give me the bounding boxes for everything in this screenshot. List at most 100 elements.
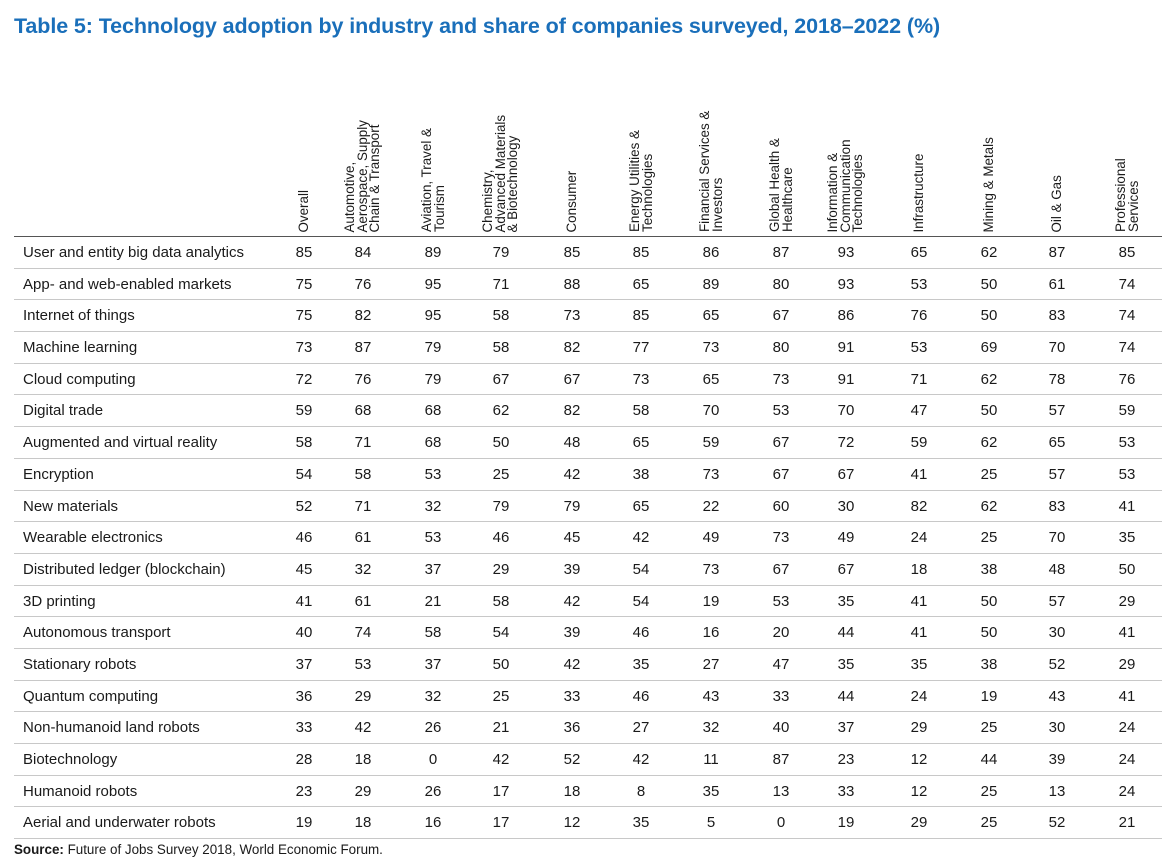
column-header-line: Healthcare [779, 167, 794, 232]
table-row: Quantum computing 36 29 32 25 33 46 43 33 44 24 19 4… [14, 681, 1162, 713]
value-cell: 93 [837, 244, 855, 261]
value-cell: 41 [910, 624, 928, 642]
value-cell: 73 [702, 339, 720, 357]
column-header-line: Overall [295, 189, 311, 232]
column-header: Professional Services [1113, 68, 1141, 232]
value-cell: 13 [1048, 782, 1066, 800]
value-cell: 67 [772, 307, 790, 325]
table-row: Wearable electronics 46 61 53 46 45 42 49 73 49 24… [14, 522, 1162, 554]
value-cell: 21 [492, 719, 510, 737]
value-cell: 46 [492, 529, 510, 547]
value-cell: 71 [354, 497, 372, 515]
value-cell: 67 [492, 370, 510, 388]
value-cell: 38 [632, 465, 650, 483]
value-cell: 36 [295, 687, 313, 705]
value-cell: 26 [424, 782, 442, 800]
value-cell: 18 [354, 814, 372, 832]
column-header: Global Health & Healthcare [767, 68, 795, 232]
value-cell: 57 [1048, 592, 1066, 610]
column-header-line: Investors [709, 177, 724, 232]
value-cell: 41 [1118, 497, 1136, 515]
value-cell: 17 [492, 782, 510, 800]
value-cell: 49 [837, 529, 855, 547]
value-cell: 71 [492, 275, 510, 293]
value-cell: 53 [1118, 465, 1136, 483]
row-label: Cloud computing [23, 370, 136, 388]
row-label: Aerial and underwater robots [23, 814, 216, 832]
table-row: Biotechnology 28 18 0 42 52 42 11 87 23 12 44 39 24 [14, 744, 1162, 776]
value-cell: 29 [354, 687, 372, 705]
value-cell: 53 [1118, 434, 1136, 452]
value-cell: 12 [910, 751, 928, 768]
value-cell: 67 [563, 370, 581, 388]
value-cell: 59 [295, 402, 313, 420]
value-cell: 58 [424, 624, 442, 642]
value-cell: 65 [632, 497, 650, 515]
value-cell: 29 [1118, 592, 1136, 610]
value-cell: 78 [1048, 370, 1066, 388]
value-cell: 50 [980, 624, 998, 642]
value-cell: 60 [772, 497, 790, 515]
column-header: Financial Services & Investors [697, 68, 725, 232]
row-label: 3D printing [23, 592, 96, 610]
value-cell: 24 [1118, 782, 1136, 800]
value-cell: 44 [837, 687, 855, 705]
value-cell: 73 [702, 560, 720, 578]
value-cell: 35 [1118, 529, 1136, 547]
value-cell: 54 [295, 465, 313, 483]
value-cell: 59 [702, 434, 720, 452]
column-header-line: Technologies [639, 153, 654, 232]
value-cell: 73 [702, 465, 720, 483]
column-header-line: Oil & Gas [1048, 174, 1064, 232]
value-cell: 73 [772, 529, 790, 547]
value-cell: 82 [910, 497, 928, 515]
value-cell: 52 [1048, 655, 1066, 673]
value-cell: 48 [1048, 560, 1066, 578]
value-cell: 19 [295, 814, 313, 832]
value-cell: 83 [1048, 497, 1066, 515]
value-cell: 86 [837, 307, 855, 325]
value-cell: 49 [702, 529, 720, 547]
table-row: 3D printing 41 61 21 58 42 54 19 53 35 41 50 57 29 [14, 586, 1162, 618]
value-cell: 65 [632, 275, 650, 293]
value-cell: 43 [1048, 687, 1066, 705]
row-label: Non-humanoid land robots [23, 719, 200, 737]
value-cell: 29 [354, 782, 372, 800]
column-header: Mining & Metals [981, 68, 996, 232]
value-cell: 75 [295, 275, 313, 293]
value-cell: 42 [632, 751, 650, 768]
value-cell: 53 [910, 339, 928, 357]
value-cell: 19 [702, 592, 720, 610]
value-cell: 33 [772, 687, 790, 705]
column-header-line: Technologies [850, 153, 866, 232]
value-cell: 42 [563, 592, 581, 610]
value-cell: 62 [492, 402, 510, 420]
value-cell: 53 [910, 275, 928, 293]
value-cell: 29 [910, 719, 928, 737]
table-row: Humanoid robots 23 29 26 17 18 8 35 13 33 12 25 13 24 [14, 776, 1162, 808]
value-cell: 61 [1048, 275, 1066, 293]
value-cell: 62 [980, 370, 998, 388]
value-cell: 46 [295, 529, 313, 547]
row-label: Encryption [23, 465, 94, 483]
row-label: Quantum computing [23, 687, 159, 705]
source-label: Source: [14, 842, 64, 857]
value-cell: 80 [772, 339, 790, 357]
value-cell: 73 [295, 339, 313, 357]
column-header: Energy Utilities & Technologies [627, 68, 655, 232]
value-cell: 53 [354, 655, 372, 673]
value-cell: 50 [980, 402, 998, 420]
value-cell: 54 [632, 592, 650, 610]
value-cell: 85 [632, 244, 650, 261]
value-cell: 8 [636, 782, 646, 800]
value-cell: 27 [632, 719, 650, 737]
column-header: Aviation, Travel & Tourism [419, 68, 447, 232]
column-header: Infrastructure [911, 68, 926, 232]
value-cell: 85 [563, 244, 581, 261]
value-cell: 62 [980, 244, 998, 261]
value-cell: 42 [563, 655, 581, 673]
value-cell: 35 [632, 655, 650, 673]
value-cell: 18 [354, 751, 372, 768]
source-text: Future of Jobs Survey 2018, World Econom… [63, 842, 383, 857]
value-cell: 91 [837, 370, 855, 388]
